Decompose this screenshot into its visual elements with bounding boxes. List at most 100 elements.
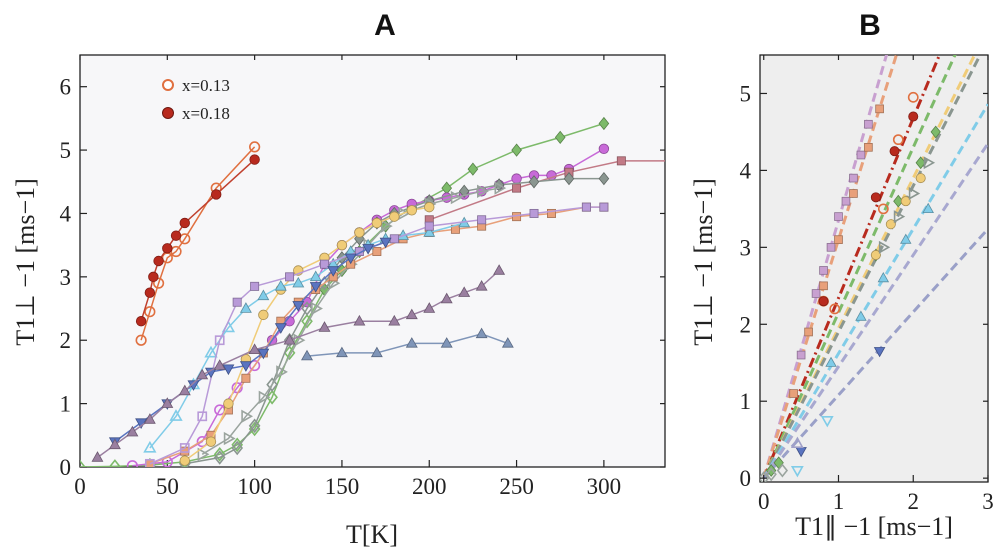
data-point <box>849 173 858 183</box>
data-point <box>776 463 789 478</box>
data-point <box>311 301 323 316</box>
data-point <box>276 365 288 379</box>
panel-a-legend: x=0.13 x=0.18 <box>162 76 230 123</box>
data-point <box>864 119 873 129</box>
data-point <box>301 349 313 361</box>
data-point <box>231 440 244 456</box>
x-tick-label: 3 <box>982 489 994 514</box>
data-point <box>423 302 436 313</box>
data-point <box>529 208 539 218</box>
data-point <box>458 286 471 297</box>
data-point <box>877 203 889 215</box>
data-point <box>765 467 777 482</box>
data-point <box>829 303 841 315</box>
data-point <box>249 141 261 153</box>
data-point <box>930 125 941 139</box>
x-tick-label: 50 <box>156 474 179 499</box>
y-tick-label: 4 <box>60 201 72 226</box>
data-point <box>599 202 609 212</box>
y-tick-label: 4 <box>740 158 752 183</box>
legend-label-x018: x=0.18 <box>182 104 230 123</box>
data-point <box>143 413 156 424</box>
data-point <box>849 189 858 198</box>
data-point <box>135 316 147 327</box>
data-point <box>309 282 322 293</box>
data-point <box>222 364 235 376</box>
data-point <box>152 277 165 289</box>
data-point <box>834 235 843 244</box>
x-tick-label: 0 <box>758 489 770 514</box>
data-point <box>864 143 873 152</box>
data-point <box>923 156 936 170</box>
data-point <box>274 323 287 334</box>
data-point <box>889 146 900 157</box>
data-point <box>908 187 921 200</box>
data-point <box>292 276 305 288</box>
fit-line <box>762 55 889 479</box>
data-point <box>336 239 348 251</box>
data-point <box>467 162 479 176</box>
data-point <box>301 301 313 316</box>
data-point <box>197 447 210 461</box>
x-tick-label: 300 <box>587 474 622 499</box>
data-point <box>870 250 881 261</box>
data-point <box>501 337 514 348</box>
series-s-lavender-square <box>144 202 609 467</box>
data-point <box>257 289 270 301</box>
data-point <box>354 227 365 238</box>
data-point <box>108 438 121 450</box>
data-point <box>248 343 261 355</box>
data-point <box>353 314 366 326</box>
series-x-0-13 <box>135 141 261 346</box>
panel-b-points-body <box>760 91 941 482</box>
data-point <box>205 367 217 379</box>
legend-marker-x018 <box>162 107 174 119</box>
x-tick-label: 200 <box>412 474 447 499</box>
data-point <box>241 409 254 423</box>
data-point <box>907 91 919 103</box>
y-tick-label: 5 <box>740 81 752 106</box>
data-point <box>144 306 156 318</box>
data-point <box>179 443 190 453</box>
data-point <box>547 208 556 218</box>
data-point <box>318 321 331 332</box>
panel-a-y-axis-label: T1⊥ −1 [ms−1] <box>11 178 40 346</box>
data-point <box>362 244 375 255</box>
data-point <box>811 289 821 298</box>
data-point <box>477 215 487 225</box>
panel-a-title: A <box>374 9 396 42</box>
data-point <box>877 271 890 283</box>
data-point <box>598 171 610 186</box>
data-point <box>398 206 411 221</box>
data-point <box>826 243 836 252</box>
data-point <box>450 190 463 205</box>
x-tick-label: 150 <box>325 474 360 499</box>
x-tick-label: 100 <box>237 474 272 499</box>
data-point <box>248 418 261 434</box>
x-tick-label: 1 <box>833 489 845 514</box>
data-point <box>819 281 828 291</box>
series-s-blue-triangle-down <box>108 237 392 449</box>
panel-a-series <box>80 116 665 467</box>
data-point <box>389 234 399 244</box>
data-point <box>250 281 260 291</box>
panel-b-x-axis-label: T1∥ −1 [ms−1] <box>795 512 953 541</box>
data-point <box>873 347 886 358</box>
data-point <box>143 440 157 453</box>
data-point <box>819 266 828 275</box>
data-point <box>213 450 226 465</box>
data-point <box>144 458 155 467</box>
data-point <box>148 271 159 283</box>
data-point <box>825 356 837 367</box>
data-point <box>293 333 306 347</box>
data-point <box>204 345 218 358</box>
fit-line <box>762 142 988 479</box>
data-point <box>885 219 896 230</box>
panel-b-ticks: 0 1 2 3 0 1 2 3 4 5 <box>740 55 994 514</box>
data-point <box>379 237 392 249</box>
data-point <box>875 104 884 114</box>
data-point <box>563 171 575 186</box>
data-point <box>344 253 357 265</box>
data-point <box>145 459 155 467</box>
